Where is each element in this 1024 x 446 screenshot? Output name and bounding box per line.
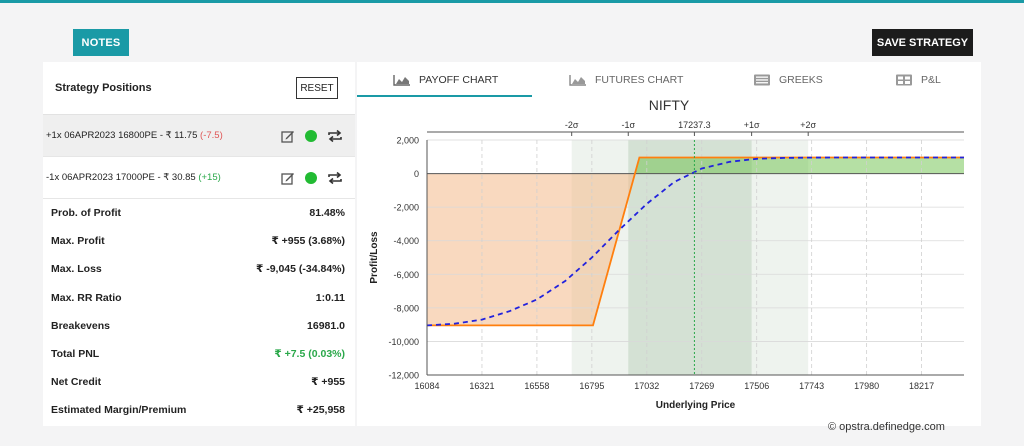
positions-title: Strategy Positions [55,82,152,94]
position-row[interactable]: -1x 06APR2023 17000PE - ₹ 30.85 (+15) [43,157,355,199]
metric-breakevens: Breakevens 16981.0 [43,312,355,340]
metric-value: ₹ +7.5 (0.03%) [274,348,345,361]
metric-value: ₹ +955 [311,376,345,389]
y-tick-label: 0 [414,169,419,179]
x-tick-label: 17506 [744,381,769,391]
area-chart-icon [569,74,586,86]
tab-greeks[interactable]: GREEKS [753,62,823,97]
spot-label: 17237.3 [678,120,711,130]
metric-label: Max. Profit [51,235,105,248]
area-chart-icon [393,74,410,86]
edit-icon[interactable] [281,129,295,143]
strategy-metrics: Prob. of Profit 81.48% Max. Profit ₹ +95… [43,199,355,425]
metric-max-profit: Max. Profit ₹ +955 (3.68%) [43,227,355,255]
active-tab-indicator [357,95,532,97]
y-tick-label: -2,000 [393,203,419,213]
y-tick-label: -4,000 [393,236,419,246]
y-tick-label: -8,000 [393,303,419,313]
edit-icon[interactable] [281,171,295,185]
metric-max-rr-ratio: Max. RR Ratio 1:0.11 [43,284,355,312]
swap-icon[interactable] [327,129,343,143]
x-tick-label: 17269 [689,381,714,391]
y-axis-title: Profit/Loss [369,231,380,284]
x-axis-title: Underlying Price [656,400,736,411]
tab-label: GREEKS [779,73,823,86]
metric-value: ₹ +955 (3.68%) [271,235,345,248]
x-tick-label: 18217 [909,381,934,391]
copyright-credit: © opstra.definedge.com [828,421,945,433]
position-actions [281,129,343,143]
metric-label: Breakevens [51,319,110,332]
chart-tabs: PAYOFF CHART FUTURES CHART GREEKS [357,62,981,97]
positions-header: Strategy Positions RESET [43,62,355,115]
metric-max-loss: Max. Loss ₹ -9,045 (-34.84%) [43,255,355,283]
metric-value: ₹ +25,958 [296,404,345,417]
x-tick-label: 16558 [524,381,549,391]
active-toggle-icon[interactable] [305,129,317,142]
tab-payoff-chart[interactable]: PAYOFF CHART [393,62,498,97]
current-payoff-line [426,156,964,327]
metric-label: Prob. of Profit [51,207,121,220]
metric-total-pnl: Total PNL ₹ +7.5 (0.03%) [43,340,355,368]
position-text: -1x 06APR2023 17000PE - ₹ 30.85 (+15) [46,172,281,183]
sigma-label: +1σ [744,120,760,130]
x-tick-label: 17980 [854,381,879,391]
sigma-label: -2σ [565,120,579,130]
sigma-1-band [628,140,752,375]
chart-panel: PAYOFF CHART FUTURES CHART GREEKS [357,62,981,426]
metric-net-credit: Net Credit ₹ +955 [43,368,355,396]
list-icon [754,74,770,85]
tab-label: FUTURES CHART [595,73,684,86]
position-actions [281,171,343,185]
metric-value: 1:0.11 [315,291,345,304]
x-tick-label: 16795 [579,381,604,391]
payoff-chart[interactable]: 2,000 0 -2,000 -4,000 -6,000 -8,000 -10,000 -12… [357,62,981,426]
y-tick-label: 2,000 [396,136,419,146]
swap-icon[interactable] [327,171,343,185]
position-description: -1x 06APR2023 17000PE - ₹ 30.85 [46,172,196,183]
top-accent-bar [0,0,1024,3]
metric-label: Max. RR Ratio [51,291,122,304]
metric-value: ₹ -9,045 (-34.84%) [255,263,345,276]
metric-estimated-margin: Estimated Margin/Premium ₹ +25,958 [43,396,355,424]
y-tick-label: -12,000 [388,371,419,381]
position-change: (-7.5) [200,130,223,141]
metric-value: 81.48% [309,207,345,220]
save-strategy-button[interactable]: SAVE STRATEGY [872,29,973,56]
x-tick-label: 17743 [799,381,824,391]
tab-label: PAYOFF CHART [419,73,499,86]
position-description: +1x 06APR2023 16800PE - ₹ 11.75 [46,130,198,141]
notes-button[interactable]: NOTES [73,29,129,56]
position-text: +1x 06APR2023 16800PE - ₹ 11.75 (-7.5) [46,130,281,141]
metric-label: Total PNL [51,348,100,361]
x-tick-label: 16084 [414,381,439,391]
loss-area [427,173,635,326]
metric-value: 16981.0 [307,319,345,332]
active-toggle-icon[interactable] [305,171,317,184]
metric-label: Net Credit [51,376,102,389]
chart-title: NIFTY [648,97,690,113]
position-row[interactable]: +1x 06APR2023 16800PE - ₹ 11.75 (-7.5) [43,115,355,157]
reset-button[interactable]: RESET [296,77,338,99]
metric-label: Max. Loss [51,263,102,276]
x-tick-label: 16321 [469,381,494,391]
sigma-label: -1σ [621,120,635,130]
strategy-positions-panel: Strategy Positions RESET +1x 06APR2023 1… [43,62,355,426]
profit-area [634,157,964,174]
metric-label: Estimated Margin/Premium [51,404,187,417]
grid-icon [896,74,912,85]
position-change: (+15) [198,172,221,183]
y-tick-label: -6,000 [393,270,419,280]
tab-pnl[interactable]: P&L [895,62,941,97]
sigma-label: +2σ [800,120,816,130]
metric-prob-of-profit: Prob. of Profit 81.48% [43,199,355,227]
y-tick-label: -10,000 [388,337,419,347]
tab-futures-chart[interactable]: FUTURES CHART [569,62,683,97]
tab-label: P&L [921,73,941,86]
x-tick-label: 17032 [634,381,659,391]
